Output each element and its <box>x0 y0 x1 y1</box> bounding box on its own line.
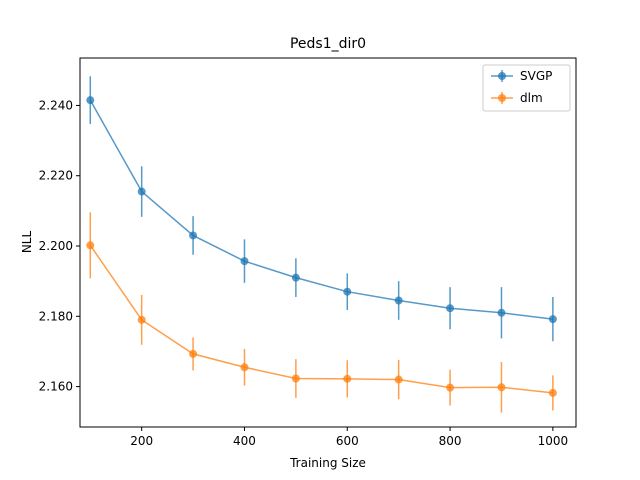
data-point <box>86 96 95 105</box>
series-dlm <box>86 212 557 413</box>
data-point <box>240 363 249 372</box>
data-point <box>189 349 198 358</box>
data-point <box>548 315 557 324</box>
data-point <box>240 257 249 266</box>
data-point <box>343 287 352 296</box>
x-tick-label: 1000 <box>538 434 569 448</box>
series-line <box>89 244 553 394</box>
data-point <box>548 388 557 397</box>
data-point <box>394 375 403 384</box>
axes: 200 400 600 800 1000 2.160 2.180 2.200 2.220 2.24… <box>39 98 569 448</box>
plot-area <box>86 76 557 413</box>
data-point <box>446 383 455 392</box>
data-point <box>394 296 403 305</box>
series-line <box>89 99 553 320</box>
chart-title: Peds1_dir0 <box>290 36 366 52</box>
data-point <box>497 308 506 317</box>
y-tick-label: 2.240 <box>39 98 73 112</box>
data-point <box>446 304 455 313</box>
y-tick-label: 2.160 <box>39 380 73 394</box>
y-tick-label: 2.220 <box>39 169 73 183</box>
data-point <box>343 374 352 383</box>
legend-entry-svgp: SVGP <box>491 69 552 83</box>
y-tick-label: 2.180 <box>39 309 73 323</box>
x-tick-label: 200 <box>130 434 153 448</box>
data-point <box>291 273 300 282</box>
x-tick-label: 400 <box>233 434 256 448</box>
data-point <box>86 241 95 250</box>
x-tick-label: 600 <box>336 434 359 448</box>
legend-label: dlm <box>520 91 543 105</box>
data-point <box>137 187 146 196</box>
y-axis-label: NLL <box>20 231 34 254</box>
legend: SVGP dlm <box>482 64 571 112</box>
data-point <box>137 315 146 324</box>
y-tick-label: 2.200 <box>39 239 73 253</box>
data-point <box>497 383 506 392</box>
x-axis-label: Training Size <box>289 456 366 470</box>
series-svgp <box>86 76 557 342</box>
legend-label: SVGP <box>520 69 552 83</box>
x-tick-label: 800 <box>439 434 462 448</box>
legend-marker <box>498 94 506 102</box>
legend-entry-dlm: dlm <box>491 91 543 105</box>
data-point <box>189 231 198 240</box>
data-point <box>291 374 300 383</box>
plot-frame <box>79 57 577 428</box>
legend-marker <box>498 72 506 80</box>
